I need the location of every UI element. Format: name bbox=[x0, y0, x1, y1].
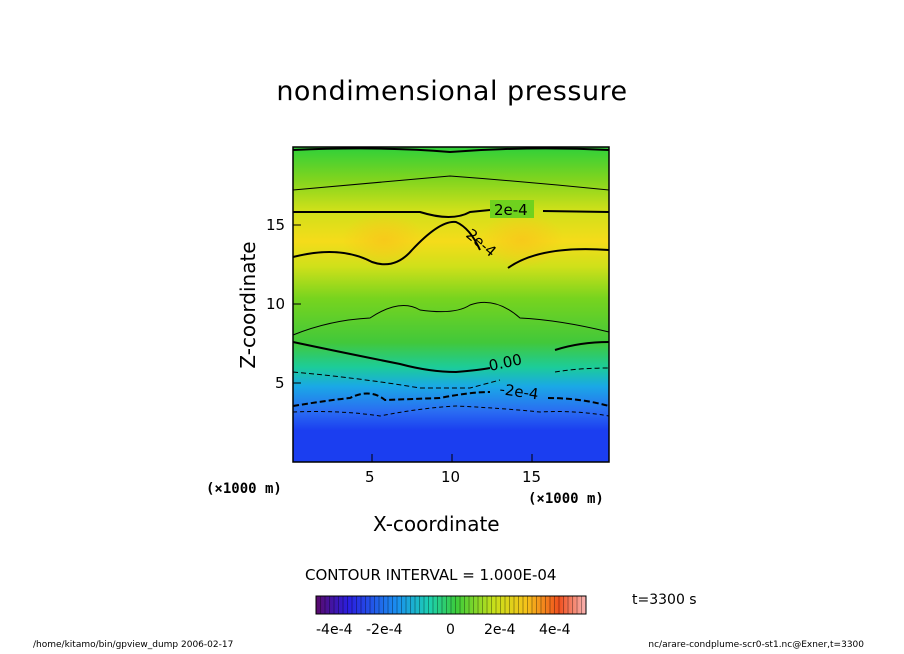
y-unit-label: (×1000 m) bbox=[206, 481, 282, 497]
colorbar-tick-4: 4e-4 bbox=[539, 622, 571, 638]
footer-right: nc/arare-condplume-scr0-st1.nc@Exner,t=3… bbox=[648, 640, 864, 650]
colorbar-tick-2: 2e-4 bbox=[484, 622, 516, 638]
x-unit-label: (×1000 m) bbox=[528, 491, 604, 507]
contour-neg-dashed-2 bbox=[292, 405, 610, 417]
axis-ticks bbox=[293, 224, 533, 462]
contour-neg-dashed-1 bbox=[292, 367, 610, 389]
y-axis-label: Z-coordinate bbox=[236, 241, 260, 369]
colorbar-tick-0: 0 bbox=[446, 622, 455, 638]
y-tick-10: 10 bbox=[266, 295, 286, 313]
contour-label-2e-4-a: 2e-4 bbox=[494, 201, 528, 219]
contour-0 bbox=[292, 341, 610, 374]
y-tick-5: 5 bbox=[275, 374, 285, 392]
chart-title: nondimensional pressure bbox=[276, 76, 628, 107]
y-tick-15: 15 bbox=[266, 216, 286, 234]
field-background bbox=[293, 147, 609, 462]
colorbar-tick-neg4: -4e-4 bbox=[316, 622, 353, 638]
contour-2e-4-a bbox=[293, 209, 610, 218]
contour-2e-4-b bbox=[292, 220, 610, 269]
x-tick-15: 15 bbox=[522, 468, 542, 486]
warm-blob-left bbox=[342, 212, 426, 268]
time-label: t=3300 s bbox=[632, 592, 697, 608]
x-tick-5: 5 bbox=[365, 468, 375, 486]
contour-thin-mid bbox=[292, 301, 610, 336]
contour-top bbox=[292, 147, 610, 154]
x-tick-10: 10 bbox=[441, 468, 461, 486]
contour-label-neg-2e-4: -2e-4 bbox=[498, 380, 539, 403]
x-axis-label: X-coordinate bbox=[373, 512, 500, 536]
contours bbox=[292, 147, 610, 417]
colorbar-tick-neg2: -2e-4 bbox=[366, 622, 403, 638]
footer-left: /home/kitamo/bin/gpview_dump 2006-02-17 bbox=[33, 640, 234, 650]
contour-interval: CONTOUR INTERVAL = 1.000E-04 bbox=[305, 566, 557, 584]
contour-thin-upper bbox=[292, 175, 610, 191]
contour-neg-2e-4 bbox=[292, 391, 610, 407]
